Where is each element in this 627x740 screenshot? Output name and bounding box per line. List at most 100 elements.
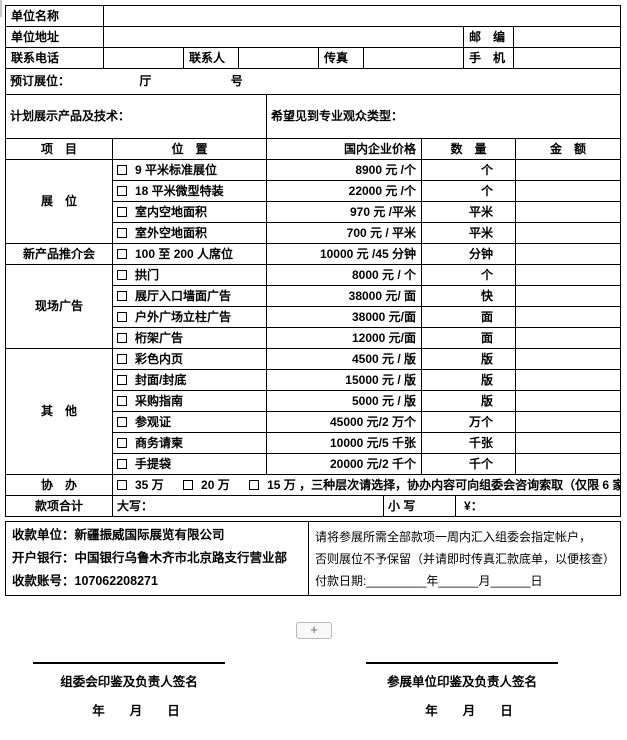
checkbox-icon[interactable] (117, 185, 127, 196)
cohost-option: 20 万 (183, 478, 230, 492)
quantity-cell[interactable]: 个 (421, 180, 517, 202)
checkbox-icon[interactable] (117, 227, 127, 238)
quantity-cell[interactable]: 个 (421, 264, 517, 286)
booth-reservation-row[interactable]: 预订展位： 厅 号 (4, 68, 622, 95)
position-label: 封面/封底 (135, 372, 187, 387)
quantity-cell[interactable]: 面 (421, 306, 517, 328)
quantity-cell[interactable]: 千个 (421, 453, 517, 475)
quantity-cell[interactable]: 个 (421, 159, 517, 181)
total-label: 款项合计 (5, 495, 113, 517)
payment-date-line[interactable]: 付款日期:_________年______月______日 (315, 573, 543, 588)
checkbox-icon[interactable] (117, 374, 127, 385)
checkbox-icon[interactable] (249, 479, 260, 490)
quantity-cell[interactable]: 版 (421, 369, 517, 391)
group-onsite-ads: 现场广告 (5, 264, 113, 349)
position-cell: 彩色内页 (111, 348, 268, 370)
amount-input[interactable] (515, 411, 622, 433)
amount-input[interactable] (515, 306, 622, 328)
position-label: 室外空地面积 (135, 225, 208, 240)
hall-label: 厅 (139, 74, 152, 88)
checkbox-icon[interactable] (117, 248, 127, 259)
group-booth: 展 位 (5, 159, 113, 244)
checkbox-icon[interactable] (117, 206, 127, 217)
quantity-cell[interactable]: 分钟 (421, 243, 517, 265)
amount-input[interactable] (515, 285, 622, 307)
table-row: 商务请柬 10000 元/5 千张 千张 (6, 432, 622, 454)
position-cell: 参观证 (111, 411, 268, 433)
amount-input[interactable] (515, 348, 622, 370)
quantity-cell[interactable]: 平米 (421, 222, 517, 244)
checkbox-icon[interactable] (117, 311, 127, 322)
total-amount-input[interactable]: ¥： (455, 495, 622, 517)
checkbox-icon[interactable] (117, 290, 127, 301)
table-row: 协 办 35 万 20 万 15 万 ，三种层次请选择，协办内容可向组委会咨询索… (5, 474, 622, 496)
mobile-input[interactable] (512, 47, 622, 69)
quantity-cell[interactable]: 版 (421, 348, 517, 370)
quantity-cell[interactable]: 千张 (421, 432, 517, 454)
amount-input[interactable] (515, 390, 622, 412)
price-cell: 10000 元 /45 分钟 (266, 243, 423, 265)
total-in-words-input[interactable]: 大写： (111, 495, 385, 517)
price-cell: 970 元 /平米 (266, 201, 423, 223)
quantity-cell[interactable]: 版 (421, 390, 517, 412)
total-in-figures-label: 小 写 (383, 495, 457, 517)
exhibitor-date-line: 年 月 日 (425, 704, 513, 718)
audience-type-cell[interactable]: 希望见到专业观众类型： (266, 94, 622, 139)
payment-notice-cell: 请将参展所需全部款项一周内汇入组委会指定帐户， 否则展位不予保留（并请即时传真汇… (308, 521, 621, 596)
price-cell: 8000 元 / 个 (266, 264, 423, 286)
add-row-button[interactable]: + (296, 622, 332, 639)
payee-account: 收款账号：107062208271 (12, 574, 158, 588)
payee-bank: 开户银行：中国银行乌鲁木齐市北京路支行营业部 (12, 551, 288, 565)
amount-input[interactable] (515, 243, 622, 265)
quantity-cell[interactable]: 万个 (421, 411, 517, 433)
table-row: 参观证 45000 元/2 万个 万个 (6, 411, 622, 433)
planned-products-cell[interactable]: 计划展示产品及技术： (4, 94, 268, 139)
position-label: 9 平米标准展位 (135, 162, 218, 177)
quantity-cell[interactable]: 面 (421, 327, 517, 349)
amount-input[interactable] (515, 159, 622, 181)
checkbox-icon[interactable] (117, 416, 127, 427)
checkbox-icon[interactable] (117, 479, 127, 490)
unit-address-input[interactable] (103, 26, 464, 48)
price-cell: 700 元 / 平米 (266, 222, 423, 244)
contact-person-input[interactable] (238, 47, 319, 69)
amount-input[interactable] (515, 222, 622, 244)
table-row: 联系电话 联系人 传真 手 机 (5, 47, 622, 69)
checkbox-icon[interactable] (117, 269, 127, 280)
quantity-cell[interactable]: 平米 (421, 201, 517, 223)
group-cohost: 协 办 (5, 474, 113, 496)
amount-input[interactable] (515, 264, 622, 286)
position-label: 商务请柬 (135, 435, 184, 450)
amount-input[interactable] (515, 180, 622, 202)
payee-name: 收款单位：新疆振威国际展览有限公司 (12, 528, 225, 542)
cohost-option-label: 20 万 (201, 477, 230, 492)
amount-input[interactable] (515, 432, 622, 454)
amount-input[interactable] (515, 453, 622, 475)
checkbox-icon[interactable] (117, 395, 127, 406)
unit-name-input[interactable] (102, 5, 622, 27)
price-cell: 12000 元/面 (266, 327, 423, 349)
table-row: 新产品推介会 100 至 200 人席位 10000 元 /45 分钟 分钟 (5, 243, 622, 265)
table-row: 其 他 彩色内页 4500 元 / 版 版 (5, 348, 622, 475)
price-cell: 5000 元 / 版 (266, 390, 423, 412)
price-cell: 22000 元 /个 (266, 180, 423, 202)
booth-number-label: 号 (230, 74, 243, 88)
phone-input[interactable] (103, 47, 184, 69)
checkbox-icon[interactable] (117, 437, 127, 448)
amount-input[interactable] (515, 327, 622, 349)
table-row: 展 位 9 平米标准展位 8900 元 /个 个 (5, 159, 622, 244)
checkbox-icon[interactable] (117, 353, 127, 364)
checkbox-icon[interactable] (117, 332, 127, 343)
payment-info-table: 收款单位：新疆振威国际展览有限公司 开户银行：中国银行乌鲁木齐市北京路支行营业部… (5, 521, 621, 596)
checkbox-icon[interactable] (183, 479, 194, 490)
committee-signature-label: 组委会印鉴及负责人签名 (60, 675, 198, 689)
checkbox-icon[interactable] (117, 164, 127, 175)
checkbox-icon[interactable] (117, 458, 127, 469)
payee-info-cell: 收款单位：新疆振威国际展览有限公司 开户银行：中国银行乌鲁木齐市北京路支行营业部… (5, 521, 309, 596)
amount-input[interactable] (515, 369, 622, 391)
quantity-cell[interactable]: 快 (421, 285, 517, 307)
position-label: 彩色内页 (135, 351, 184, 366)
fax-input[interactable] (363, 47, 464, 69)
amount-input[interactable] (515, 201, 622, 223)
postal-code-input[interactable] (512, 26, 622, 48)
